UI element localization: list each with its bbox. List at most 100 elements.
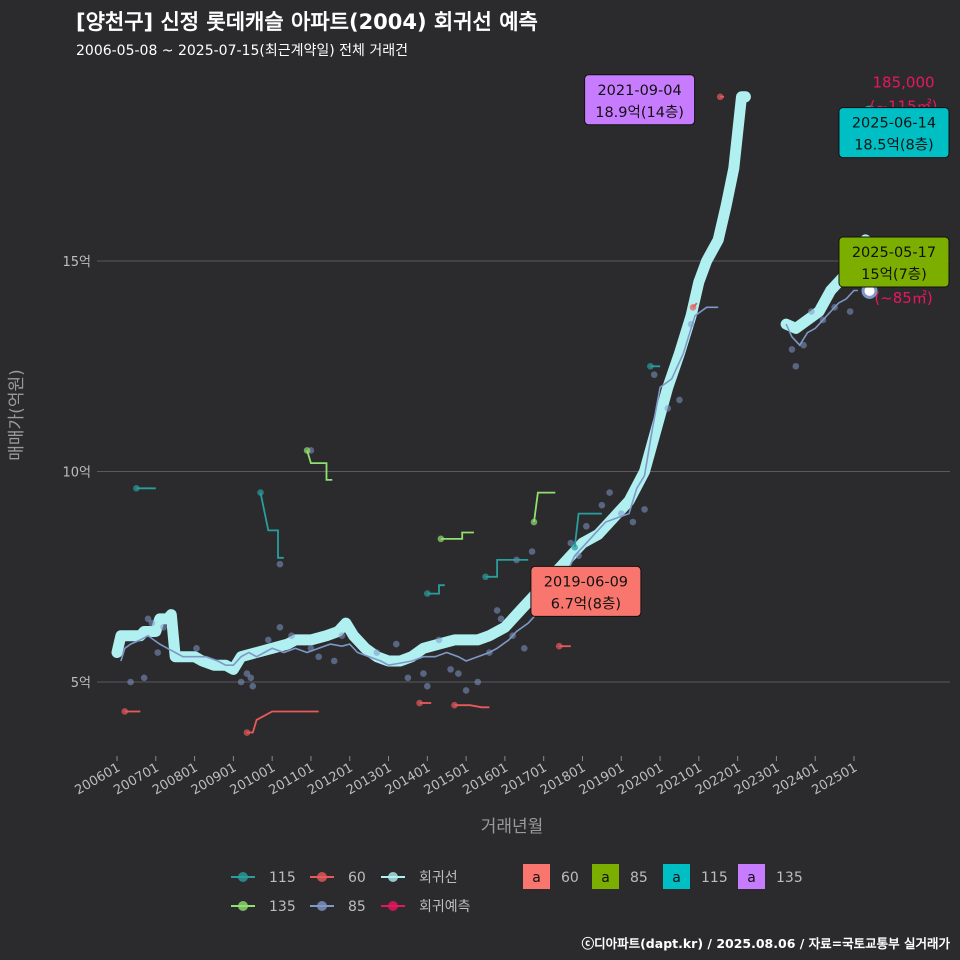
series-115-point — [257, 489, 264, 496]
y-tick-label: 10억 — [62, 466, 91, 481]
prediction-value: 185,000 — [873, 74, 935, 92]
scatter-point — [160, 623, 167, 631]
scatter-point — [846, 308, 854, 315]
series-115-point — [482, 573, 489, 581]
scatter-point — [140, 674, 148, 682]
legend-dot-회귀예측 — [388, 901, 398, 911]
scatter-point — [606, 489, 613, 496]
scatter-point — [404, 674, 412, 682]
legend-box-115 — [663, 864, 690, 889]
legend-box-glyph: a — [672, 870, 681, 886]
scatter-point — [148, 619, 156, 627]
series-115-point — [133, 485, 140, 492]
series-135-line — [533, 491, 556, 523]
annotation-date: 2021-09-04 — [597, 83, 681, 99]
series-115-line — [427, 584, 445, 595]
annotation-date: 2025-05-17 — [852, 245, 936, 261]
scatter-point — [493, 607, 501, 614]
legend-box-60 — [523, 864, 550, 889]
scatter-point — [276, 623, 284, 631]
series-135-point — [437, 535, 445, 543]
regression-line — [111, 91, 751, 675]
scatter-point — [792, 362, 800, 370]
scatter-point — [641, 506, 648, 513]
series-60-point — [689, 304, 697, 311]
chart-subtitle: 2006-05-08 ~ 2025-07-15(최근계약일) 전체 거래건 — [76, 43, 408, 59]
legend-label: 135 — [269, 899, 296, 915]
scatter-point — [315, 653, 323, 661]
legend-box-label: 135 — [776, 870, 803, 886]
scatter-point — [598, 501, 606, 509]
annotation-box — [838, 107, 950, 159]
annotation-price: 15억(7층) — [861, 266, 927, 283]
y-tick-label: 15억 — [62, 255, 91, 270]
scatter-point — [650, 371, 658, 378]
series-115-point — [647, 362, 654, 370]
scatter-point — [373, 649, 381, 656]
legend-box-135 — [738, 864, 765, 889]
series-60-point — [243, 729, 251, 736]
y-axis: 5억 10억 15억 — [62, 255, 91, 691]
scatter-point — [788, 346, 796, 353]
series-135-point — [303, 447, 311, 454]
annotation-price: 6.7억(8층) — [551, 595, 621, 612]
legend: 115 60 회귀선 135 85 회귀예측 a 60 a 85 a 115 a 135 — [231, 864, 803, 915]
scatter-point — [392, 640, 400, 648]
annotation-price: 18.9억(14층) — [595, 104, 684, 121]
legend-label: 회귀선 — [419, 870, 458, 886]
scatter-point — [127, 678, 134, 686]
series-60-point — [121, 708, 129, 715]
scatter-point — [520, 645, 528, 652]
series-135-line — [440, 531, 474, 540]
x-axis: 2006012007012008012009012010012011012012… — [73, 756, 860, 798]
legend-box-label: 60 — [561, 870, 579, 886]
scatter-point — [676, 396, 683, 404]
scatter-point — [243, 670, 251, 677]
scatter-point — [264, 636, 272, 644]
annotation-box — [530, 565, 642, 617]
legend-dot-회귀선 — [388, 872, 398, 882]
scatter-point — [808, 308, 815, 315]
scatter-point — [288, 632, 295, 639]
prediction-area: (~85㎡) — [874, 289, 932, 307]
annotation-box — [584, 74, 696, 126]
y-tick-label: 5억 — [71, 676, 91, 691]
scatter-point — [154, 649, 162, 656]
scatter-point — [474, 678, 482, 686]
scatter-point — [330, 657, 338, 665]
annotation-price: 18.5억(8층) — [854, 137, 934, 154]
series-60-point — [451, 701, 458, 709]
scatter-point — [583, 522, 590, 530]
legend-box-glyph: a — [747, 870, 756, 886]
grid-lines — [97, 260, 950, 683]
annotation-date: 2019-06-09 — [544, 574, 628, 590]
y-axis-title: 매매가(억원) — [7, 369, 27, 460]
series-60-point — [555, 642, 563, 650]
scatter-point — [144, 615, 152, 623]
annotation-box — [838, 236, 950, 288]
scatter-point — [528, 548, 536, 555]
annotation-date: 2025-06-14 — [852, 116, 936, 132]
scatter-point — [567, 539, 575, 547]
series-115-line — [259, 492, 284, 559]
scatter-point — [420, 670, 427, 677]
legend-label: 85 — [348, 899, 366, 915]
series-60-line — [454, 704, 490, 709]
annotations-group: 2021-09-04 18.9억(14층) 2025-06-14 18.5억(8층) 2… — [530, 74, 950, 617]
x-tick-label: 202501 — [810, 760, 860, 798]
scatter-point — [435, 636, 443, 644]
credit-footer: ⓒ디아파트(dapt.kr) / 2025.08.06 / 자료=국토교통부 실… — [581, 936, 950, 951]
scatter-point — [629, 518, 637, 526]
scatter-point — [424, 682, 431, 690]
legend-dot-115 — [238, 872, 248, 882]
legend-dot-60 — [317, 872, 327, 882]
chart-title: [양천구] 신정 롯데캐슬 아파트(2004) 회귀선 예측 — [76, 10, 538, 34]
legend-box-85 — [592, 864, 619, 889]
scatter-point — [462, 687, 470, 694]
series-85-line — [785, 289, 858, 347]
scatter-point — [664, 405, 672, 412]
series-135-point — [530, 518, 538, 526]
series-85-line — [120, 306, 719, 667]
scatter-point — [237, 678, 245, 686]
legend-label: 115 — [269, 870, 296, 886]
